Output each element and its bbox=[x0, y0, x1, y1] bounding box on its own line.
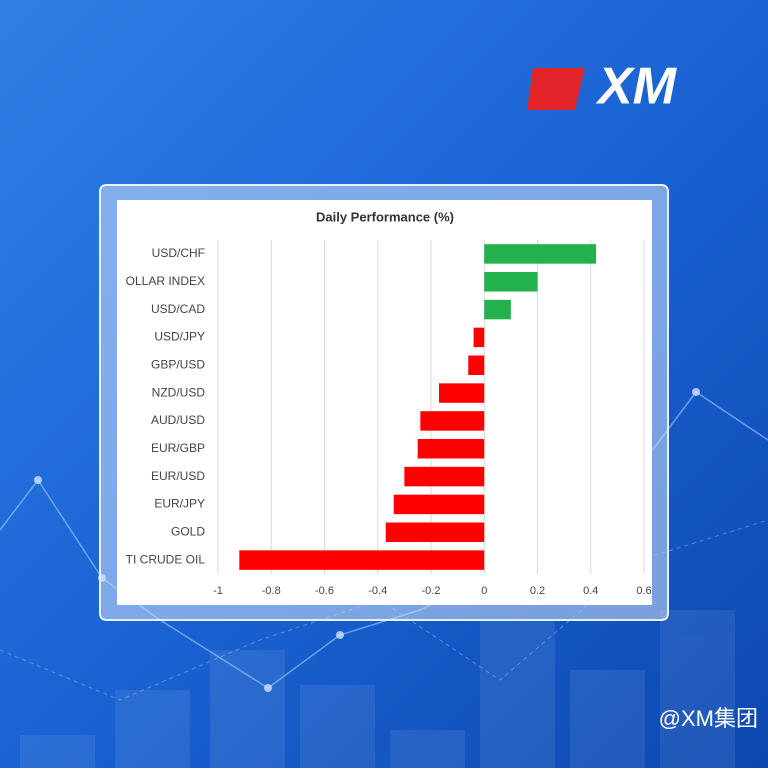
y-tick-label: USD/JPY bbox=[154, 330, 205, 344]
x-tick-label: -0.4 bbox=[368, 585, 387, 597]
y-tick-label: TI CRUDE OIL bbox=[126, 552, 206, 566]
x-tick-label: 0.6 bbox=[636, 585, 651, 597]
y-tick-label: USD/CHF bbox=[152, 246, 205, 260]
x-tick-label: -0.2 bbox=[422, 585, 441, 597]
decor-bars bbox=[20, 610, 735, 768]
chart-title: Daily Performance (%) bbox=[316, 209, 454, 224]
bar bbox=[473, 327, 485, 348]
x-tick-label: 0.2 bbox=[530, 585, 545, 597]
y-tick-label: EUR/USD bbox=[151, 469, 205, 483]
x-tick-label: -0.8 bbox=[262, 585, 281, 597]
y-tick-label: USD/CAD bbox=[151, 302, 205, 316]
bar bbox=[239, 550, 485, 570]
logo-mark bbox=[527, 68, 585, 110]
y-tick-label: NZD/USD bbox=[152, 385, 206, 399]
watermark: @XM集团 bbox=[659, 706, 758, 731]
y-tick-label: EUR/GBP bbox=[151, 441, 205, 455]
y-tick-label: GOLD bbox=[171, 524, 205, 538]
bar bbox=[468, 355, 485, 375]
bar bbox=[484, 272, 538, 292]
x-tick-label: 0.4 bbox=[583, 585, 598, 597]
bar bbox=[420, 411, 485, 431]
bar bbox=[484, 299, 511, 320]
bar bbox=[417, 439, 485, 459]
bar bbox=[438, 383, 485, 403]
x-tick-label: 0 bbox=[481, 585, 487, 597]
y-tick-label: AUD/USD bbox=[151, 413, 205, 427]
logo-text: XM bbox=[595, 58, 678, 116]
chart-panel bbox=[117, 200, 652, 605]
x-tick-label: -1 bbox=[213, 585, 223, 597]
bar bbox=[393, 494, 485, 515]
bar bbox=[385, 522, 485, 542]
bar bbox=[404, 466, 485, 487]
bar bbox=[484, 244, 597, 264]
logo: XM bbox=[527, 58, 678, 116]
y-tick-label: GBP/USD bbox=[151, 357, 205, 371]
y-tick-label: OLLAR INDEX bbox=[126, 274, 205, 288]
x-tick-label: -0.6 bbox=[315, 585, 334, 597]
y-tick-label: EUR/JPY bbox=[154, 497, 205, 511]
plot: Daily Performance (%) -1 -0.8 -0.6 -0.4 -0.2… bbox=[126, 209, 652, 596]
